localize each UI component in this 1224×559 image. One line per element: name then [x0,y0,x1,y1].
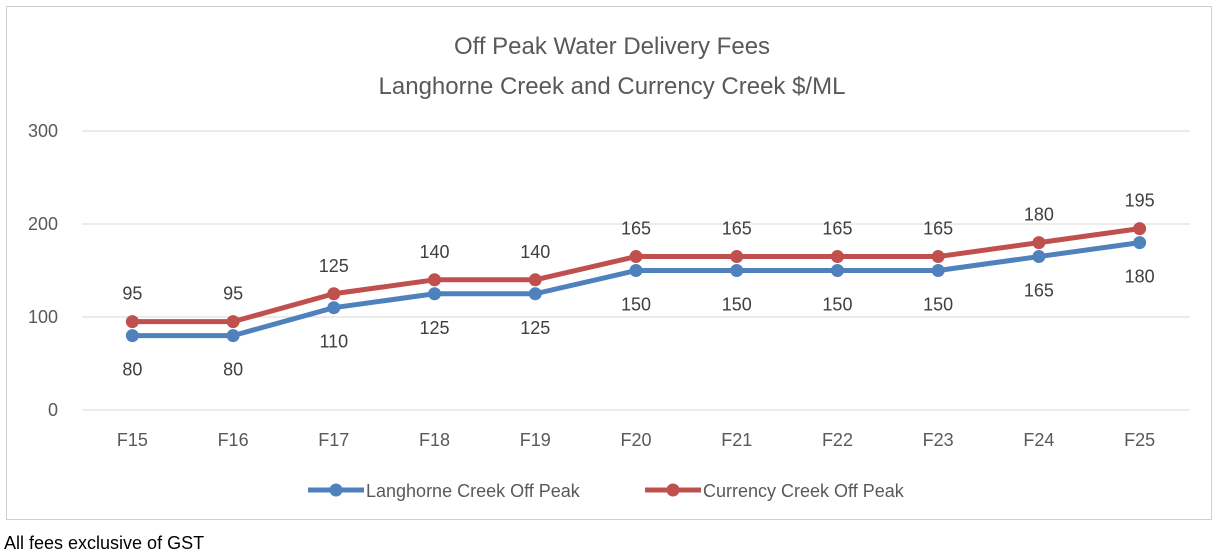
x-tick-label: F18 [419,430,450,450]
data-point [730,264,744,277]
data-label: 95 [122,284,142,304]
data-label: 180 [1024,205,1054,225]
data-label: 195 [1125,191,1155,211]
data-label: 150 [621,295,651,315]
data-point [1032,250,1046,264]
data-point [931,250,945,264]
data-point [931,264,945,277]
data-point [830,264,844,277]
data-label: 140 [520,242,550,262]
data-point [629,264,643,277]
x-tick-label: F17 [318,430,349,450]
data-label: 165 [722,219,752,239]
data-label: 165 [822,219,852,239]
x-axis-ticks: F15 F16 F17 F18 F19 F20 F21 F22 F23 F24 F25 [117,430,1155,450]
data-point [226,329,240,343]
x-tick-label: F24 [1023,430,1054,450]
legend-marker [329,483,343,497]
y-tick-label: 300 [28,121,58,141]
data-label: 140 [420,242,450,262]
data-label: 150 [923,295,953,315]
data-label: 180 [1125,267,1155,287]
y-tick-label: 100 [28,307,58,327]
data-label: 125 [520,318,550,338]
x-tick-label: F16 [218,430,249,450]
x-tick-label: F21 [721,430,752,450]
data-label: 165 [1024,281,1054,301]
x-tick-label: F25 [1124,430,1155,450]
data-point [226,315,240,329]
data-point [1032,236,1046,250]
data-point [1133,222,1147,236]
data-point [830,250,844,264]
data-label: 165 [621,219,651,239]
x-tick-label: F23 [923,430,954,450]
legend: Langhorne Creek Off Peak Currency Creek O… [308,481,905,501]
legend-label: Currency Creek Off Peak [703,481,905,501]
data-label: 125 [420,318,450,338]
x-tick-label: F22 [822,430,853,450]
data-point [327,301,341,315]
data-label: 125 [319,256,349,276]
data-label: 80 [223,360,243,380]
data-point [428,287,442,301]
data-labels: 80 80 110 125 125 150 150 150 150 165 180 95 95 125 14… [122,191,1154,380]
legend-marker [666,483,680,497]
data-point [125,315,139,329]
x-tick-label: F15 [117,430,148,450]
data-point [428,273,442,287]
data-label: 165 [923,219,953,239]
chart-title-line-2: Langhorne Creek and Currency Creek $/ML [379,73,846,100]
series [125,222,1147,343]
data-point [528,287,542,301]
data-point [528,273,542,287]
data-point [125,329,139,343]
data-label: 110 [319,332,348,352]
data-point [327,287,341,301]
gridlines [82,130,1190,411]
y-axis-ticks: 0 100 200 300 [28,121,58,420]
y-tick-label: 200 [28,214,58,234]
y-tick-label: 0 [48,400,58,420]
footnote: All fees exclusive of GST [4,533,205,553]
x-tick-label: F20 [620,430,651,450]
legend-label: Langhorne Creek Off Peak [366,481,581,501]
data-point [1133,236,1147,250]
data-point [629,250,643,264]
data-point [730,250,744,264]
chart-title-line-1: Off Peak Water Delivery Fees [454,33,770,60]
data-label: 150 [722,295,752,315]
data-label: 150 [822,295,852,315]
data-label: 95 [223,284,243,304]
data-label: 80 [122,360,142,380]
x-tick-label: F19 [520,430,551,450]
